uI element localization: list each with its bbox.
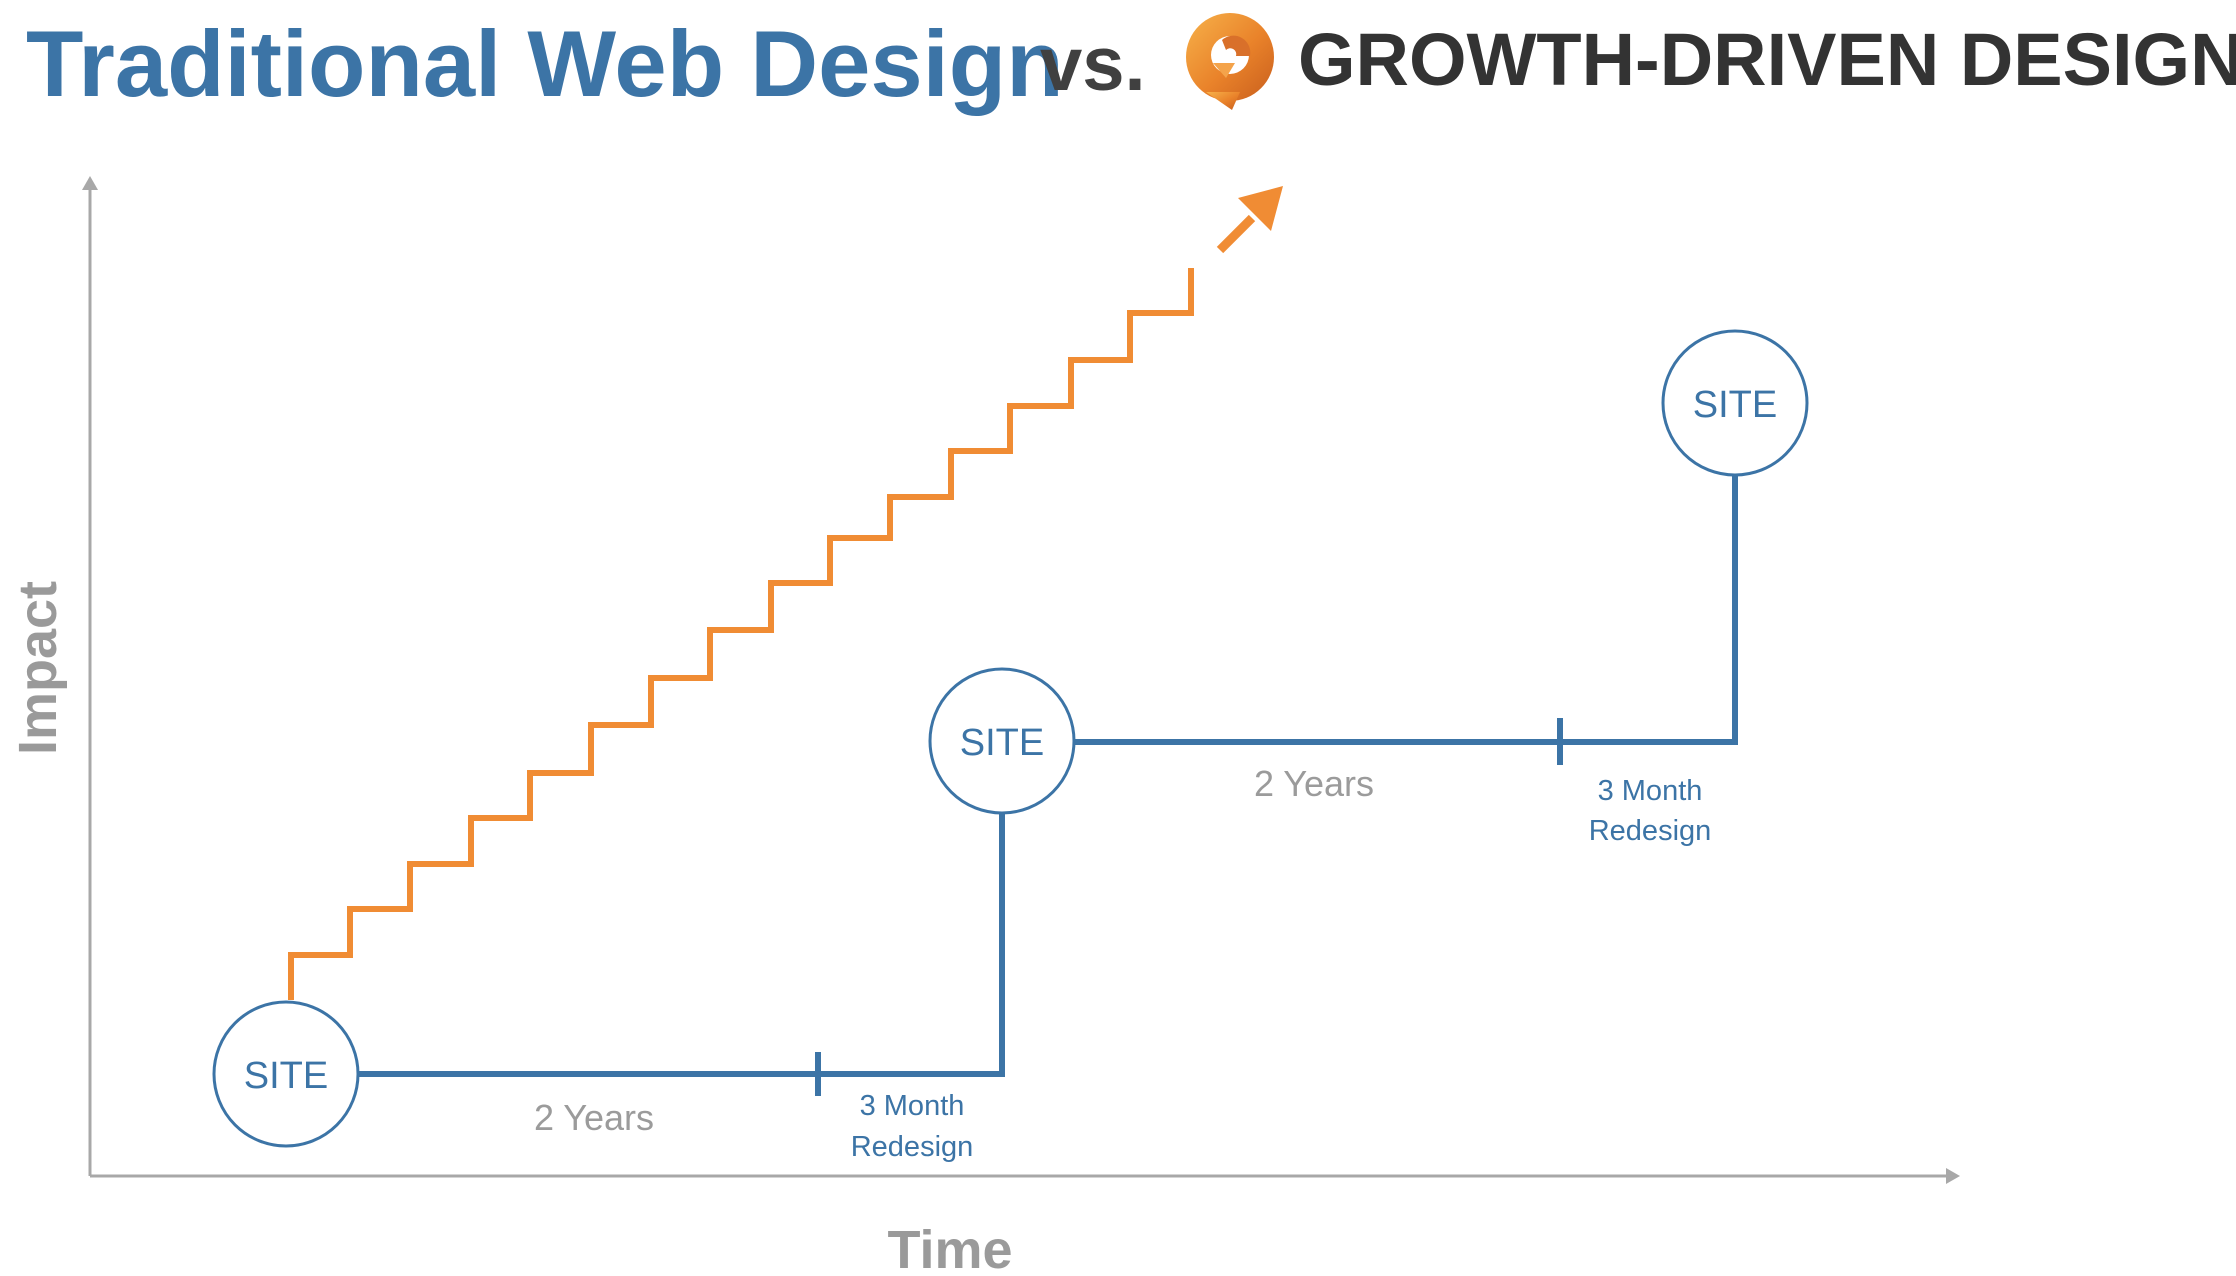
y-axis-label: Impact [8,581,68,755]
header: Traditional Web Design vs. GROWTH-DRIVEN… [26,11,2236,116]
traditional-path: SITE SITE SITE 2 Years 2 Years 3 Month R… [212,329,1809,1163]
site-node-3: SITE [1661,329,1809,477]
site-node-1: SITE [212,1000,360,1148]
x-axis-arrowhead [1946,1168,1960,1184]
site-label: SITE [244,1055,328,1097]
title-vs: vs. [1040,22,1146,107]
years-label-2: 2 Years [1254,763,1374,804]
site-label: SITE [960,722,1044,764]
growth-arrow-head [1238,186,1283,231]
growth-driven-design-logo-icon [1186,13,1274,110]
redesign-label-2-line-1: 3 Month [1598,775,1703,807]
years-label-1: 2 Years [534,1097,654,1138]
growth-driven-staircase [288,186,1283,1000]
redesign-label-1-line-1: 3 Month [860,1090,965,1122]
traditional-line-2 [1074,474,1738,745]
brand-growth-driven-design: GROWTH-DRIVEN DESIGN [1298,18,2236,101]
traditional-line-1 [358,812,1005,1077]
site-label: SITE [1693,384,1777,426]
site-node-2: SITE [928,667,1076,815]
y-axis-arrowhead [82,176,98,190]
redesign-label-2-line-2: Redesign [1589,815,1712,847]
staircase-line [288,268,1194,1000]
title-traditional-web-design: Traditional Web Design [26,11,1064,116]
redesign-label-1-line-2: Redesign [851,1131,974,1163]
growth-arrow-shaft [1216,214,1256,254]
axes: Time Impact [8,176,1960,1276]
x-axis-label: Time [887,1220,1012,1276]
